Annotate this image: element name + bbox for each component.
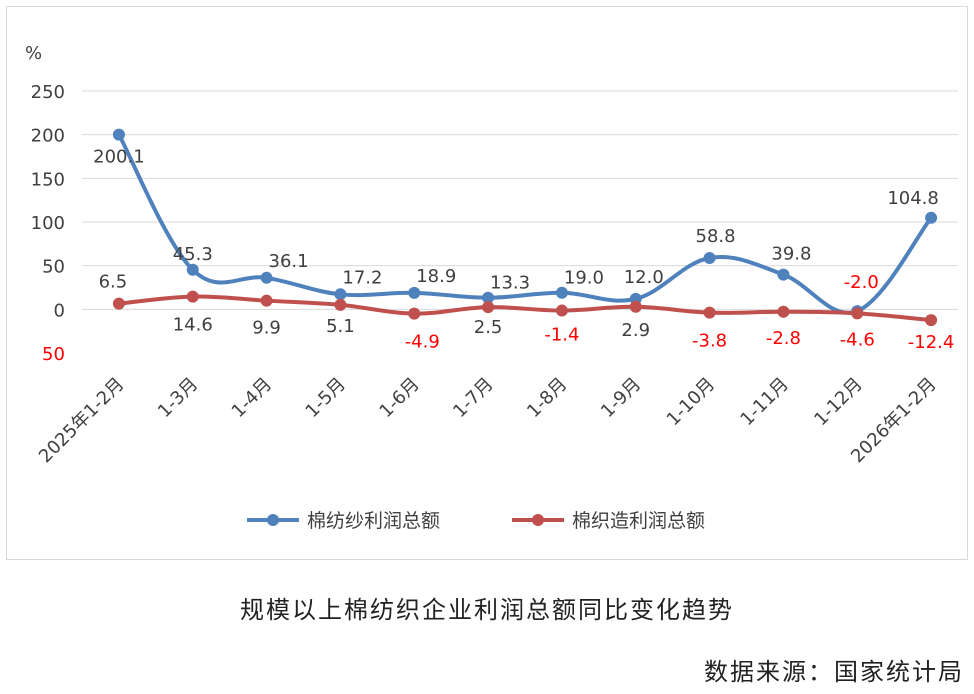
legend-label: 棉织造利润总额 bbox=[572, 510, 705, 532]
data-label: 2.9 bbox=[621, 320, 650, 341]
data-point-cotton-weaving bbox=[408, 307, 421, 320]
x-tick-label: 1-7月 bbox=[449, 374, 497, 422]
data-point-cotton-yarn bbox=[777, 268, 790, 281]
data-point-cotton-weaving bbox=[186, 290, 199, 303]
x-tick-label: 1-4月 bbox=[228, 374, 276, 422]
legend-marker bbox=[532, 514, 544, 526]
x-tick-label: 1-3月 bbox=[154, 374, 202, 422]
data-label: -3.8 bbox=[692, 331, 727, 352]
data-point-cotton-weaving bbox=[629, 300, 642, 313]
y-tick-label: 250 bbox=[31, 82, 65, 103]
data-point-cotton-yarn bbox=[925, 211, 938, 224]
legend-marker bbox=[267, 514, 279, 526]
data-label: 14.6 bbox=[173, 315, 213, 336]
data-label: 36.1 bbox=[269, 251, 309, 272]
data-point-cotton-yarn bbox=[555, 286, 568, 299]
data-point-cotton-yarn bbox=[112, 128, 125, 141]
data-label: 104.8 bbox=[887, 188, 939, 209]
data-point-cotton-weaving bbox=[555, 304, 568, 317]
series-line-cotton-yarn bbox=[116, 132, 934, 315]
data-point-cotton-weaving bbox=[925, 314, 938, 327]
data-label: 18.9 bbox=[416, 266, 456, 287]
data-point-cotton-weaving bbox=[334, 298, 347, 311]
line-chart: % 50 0 50 100 150 200 250 2025年1-2月 1-3月 1-4月 1-5月 1… bbox=[25, 43, 958, 532]
data-point-cotton-weaving bbox=[777, 305, 790, 318]
data-point-cotton-yarn bbox=[703, 251, 716, 264]
data-label: 12.0 bbox=[624, 267, 664, 288]
data-point-cotton-weaving bbox=[482, 301, 495, 314]
data-point-cotton-yarn bbox=[260, 271, 273, 284]
data-label: -1.4 bbox=[544, 325, 579, 346]
y-tick-label: 0 bbox=[54, 300, 65, 321]
x-tick-label: 1-11月 bbox=[736, 374, 792, 430]
series-line-cotton-weaving bbox=[116, 294, 934, 323]
data-point-cotton-weaving bbox=[851, 307, 864, 320]
data-label: 17.2 bbox=[342, 267, 382, 288]
chart-caption: 规模以上棉纺织企业利润总额同比变化趋势 bbox=[240, 596, 734, 624]
y-tick-label: 100 bbox=[31, 213, 65, 234]
data-label: 13.3 bbox=[490, 273, 530, 294]
data-label: -2.8 bbox=[766, 328, 801, 349]
x-tick-label: 1-10月 bbox=[663, 374, 719, 430]
data-label: 6.5 bbox=[99, 272, 128, 293]
data-label: 2.5 bbox=[474, 317, 503, 338]
data-source: 数据来源：国家统计局 bbox=[704, 658, 964, 686]
legend-label: 棉纺纱利润总额 bbox=[307, 510, 440, 532]
data-label: -12.4 bbox=[908, 332, 955, 353]
x-tick-label: 2025年1-2月 bbox=[35, 374, 128, 467]
data-label: -4.9 bbox=[405, 332, 440, 353]
y-tick-label: 150 bbox=[31, 169, 65, 190]
chart-area: % 50 0 50 100 150 200 250 2025年1-2月 1-3月 1-4月 1-5月 1… bbox=[6, 6, 968, 560]
data-label: 5.1 bbox=[326, 316, 355, 337]
data-point-cotton-yarn bbox=[482, 291, 495, 304]
data-label: 58.8 bbox=[696, 226, 736, 247]
y-tick-label: 50 bbox=[42, 344, 65, 365]
data-point-cotton-yarn bbox=[186, 263, 199, 276]
data-point-cotton-yarn bbox=[334, 288, 347, 301]
data-point-cotton-yarn bbox=[408, 286, 421, 299]
x-tick-label: 1-12月 bbox=[810, 374, 866, 430]
data-label: 9.9 bbox=[252, 318, 281, 339]
data-point-cotton-weaving bbox=[260, 294, 273, 307]
x-tick-label: 1-6月 bbox=[375, 374, 423, 422]
x-tick-label: 1-9月 bbox=[597, 374, 645, 422]
data-label: 39.8 bbox=[771, 244, 811, 265]
data-label: 45.3 bbox=[173, 244, 213, 265]
data-point-cotton-weaving bbox=[112, 297, 125, 310]
x-tick-label: 1-8月 bbox=[523, 374, 571, 422]
y-unit-label: % bbox=[25, 43, 42, 64]
data-point-cotton-weaving bbox=[703, 306, 716, 319]
data-label: -4.6 bbox=[840, 329, 875, 350]
y-tick-label: 50 bbox=[42, 257, 65, 278]
data-label: 19.0 bbox=[564, 268, 604, 289]
x-tick-label: 1-5月 bbox=[302, 374, 350, 422]
data-label: 200.1 bbox=[93, 147, 145, 168]
y-tick-label: 200 bbox=[31, 126, 65, 147]
data-label: -2.0 bbox=[844, 272, 879, 293]
